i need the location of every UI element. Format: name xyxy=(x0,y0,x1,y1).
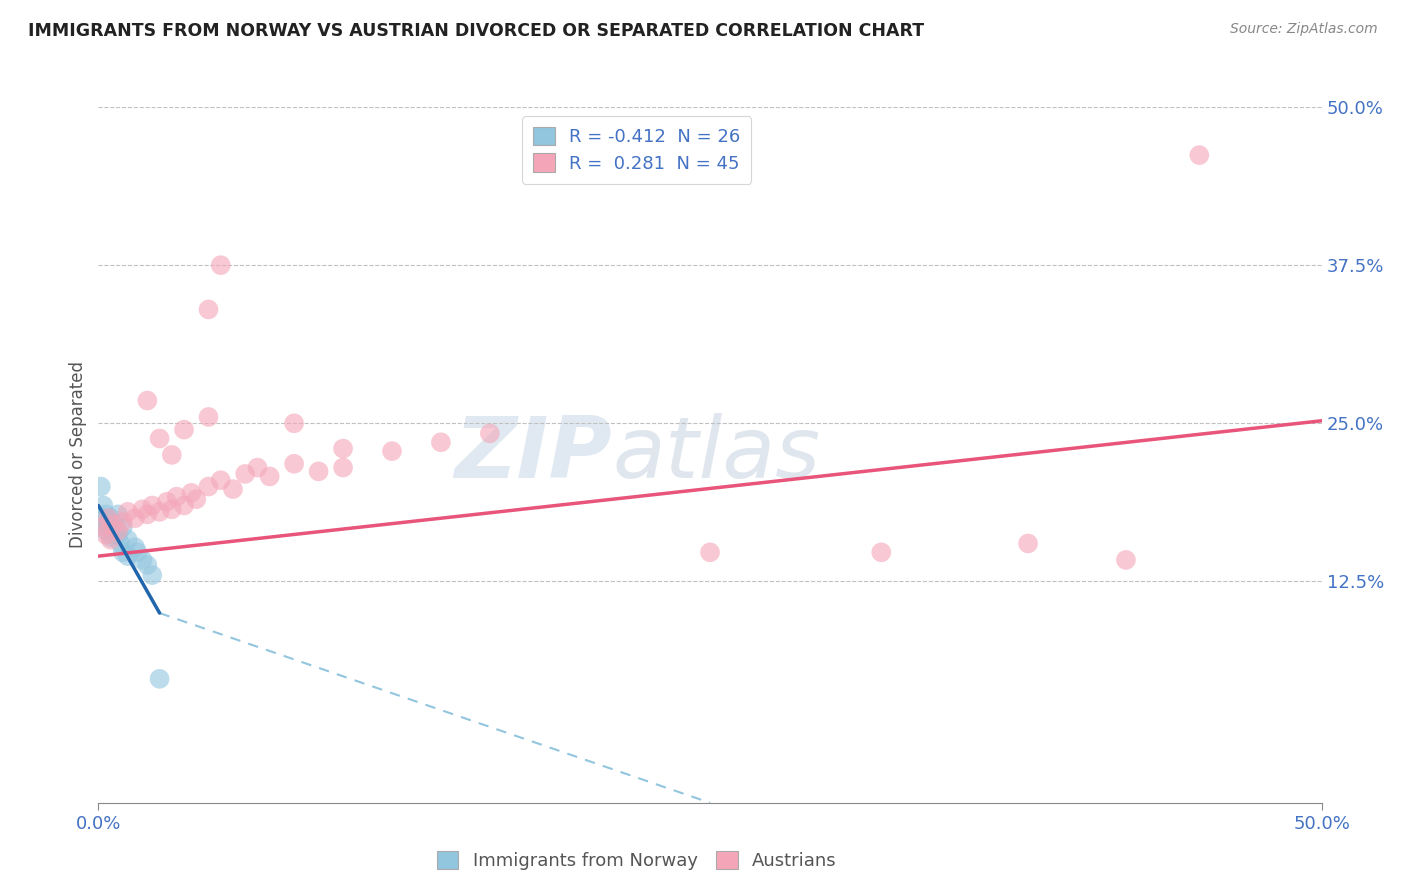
Point xyxy=(381,444,404,458)
Point xyxy=(94,527,117,541)
Point xyxy=(870,545,893,559)
Point xyxy=(699,545,721,559)
Point xyxy=(107,508,129,522)
Point xyxy=(117,549,139,563)
Point xyxy=(173,499,195,513)
Point xyxy=(117,533,139,547)
Point xyxy=(156,494,179,508)
Point xyxy=(173,423,195,437)
Point xyxy=(97,520,120,534)
Point xyxy=(97,511,120,525)
Point xyxy=(111,515,134,529)
Point xyxy=(136,393,159,408)
Point xyxy=(209,473,232,487)
Point xyxy=(246,460,269,475)
Point xyxy=(197,302,219,317)
Point xyxy=(283,417,305,431)
Point xyxy=(197,479,219,493)
Text: ZIP: ZIP xyxy=(454,413,612,497)
Point xyxy=(100,533,122,547)
Point xyxy=(1017,536,1039,550)
Point xyxy=(136,508,159,522)
Point xyxy=(166,490,188,504)
Point xyxy=(101,515,124,529)
Point xyxy=(111,520,134,534)
Point xyxy=(101,527,124,541)
Point xyxy=(100,511,122,525)
Point xyxy=(94,524,117,538)
Point xyxy=(430,435,453,450)
Point xyxy=(209,258,232,272)
Point xyxy=(94,508,117,522)
Point xyxy=(308,464,330,478)
Point xyxy=(136,558,159,572)
Point xyxy=(332,460,354,475)
Point xyxy=(107,524,129,538)
Y-axis label: Divorced or Separated: Divorced or Separated xyxy=(69,361,87,549)
Point xyxy=(91,499,114,513)
Point xyxy=(141,499,163,513)
Text: Source: ZipAtlas.com: Source: ZipAtlas.com xyxy=(1230,22,1378,37)
Text: IMMIGRANTS FROM NORWAY VS AUSTRIAN DIVORCED OR SEPARATED CORRELATION CHART: IMMIGRANTS FROM NORWAY VS AUSTRIAN DIVOR… xyxy=(28,22,924,40)
Point xyxy=(160,448,183,462)
Point xyxy=(259,469,281,483)
Point xyxy=(233,467,256,481)
Point xyxy=(110,536,132,550)
Point xyxy=(91,511,114,525)
Point xyxy=(124,511,146,525)
Point xyxy=(131,553,153,567)
Point xyxy=(141,568,163,582)
Point xyxy=(97,515,120,529)
Point xyxy=(100,530,122,544)
Point xyxy=(186,492,208,507)
Point xyxy=(127,545,149,559)
Point xyxy=(197,409,219,424)
Point xyxy=(124,541,146,555)
Point xyxy=(149,432,172,446)
Point xyxy=(131,502,153,516)
Point xyxy=(117,505,139,519)
Legend: Immigrants from Norway, Austrians: Immigrants from Norway, Austrians xyxy=(429,844,844,877)
Point xyxy=(283,457,305,471)
Point xyxy=(1188,148,1211,162)
Point xyxy=(94,520,117,534)
Point xyxy=(107,527,129,541)
Point xyxy=(478,426,501,441)
Point xyxy=(222,482,245,496)
Text: atlas: atlas xyxy=(612,413,820,497)
Point xyxy=(104,520,127,534)
Point xyxy=(90,479,112,493)
Point xyxy=(149,505,172,519)
Point xyxy=(111,545,134,559)
Point xyxy=(91,520,114,534)
Point xyxy=(332,442,354,456)
Point xyxy=(160,502,183,516)
Point xyxy=(149,672,172,686)
Point xyxy=(101,517,124,532)
Point xyxy=(180,486,202,500)
Point xyxy=(1115,553,1137,567)
